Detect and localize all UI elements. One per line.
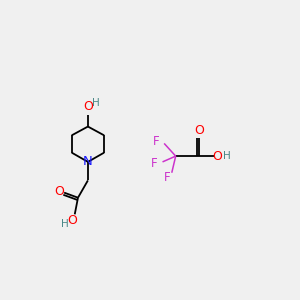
Text: O: O	[83, 100, 93, 113]
Text: N: N	[83, 155, 93, 168]
Text: H: H	[223, 151, 231, 161]
Text: F: F	[153, 135, 159, 148]
Text: O: O	[54, 185, 64, 198]
Text: O: O	[68, 214, 77, 227]
Text: H: H	[92, 98, 99, 108]
Text: F: F	[164, 171, 171, 184]
Text: O: O	[194, 124, 204, 137]
Text: O: O	[212, 150, 222, 163]
Text: F: F	[151, 157, 158, 169]
Text: H: H	[61, 219, 69, 229]
